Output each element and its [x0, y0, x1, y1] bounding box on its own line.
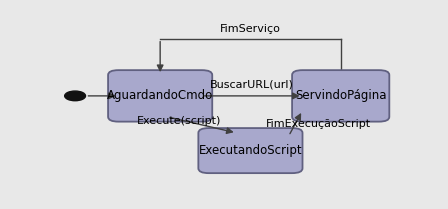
- Text: FimServiço: FimServiço: [220, 24, 281, 34]
- Text: FimExecuçãoScript: FimExecuçãoScript: [266, 119, 370, 129]
- Text: Execute(script): Execute(script): [137, 116, 221, 126]
- Text: ExecutandoScript: ExecutandoScript: [198, 144, 302, 157]
- Circle shape: [65, 91, 86, 101]
- FancyBboxPatch shape: [108, 70, 212, 122]
- Text: BuscarURL(url): BuscarURL(url): [210, 79, 294, 89]
- FancyBboxPatch shape: [292, 70, 389, 122]
- FancyBboxPatch shape: [198, 128, 302, 173]
- Text: AguardandoCmdo: AguardandoCmdo: [107, 89, 213, 102]
- Text: ServindoPágina: ServindoPágina: [295, 89, 387, 102]
